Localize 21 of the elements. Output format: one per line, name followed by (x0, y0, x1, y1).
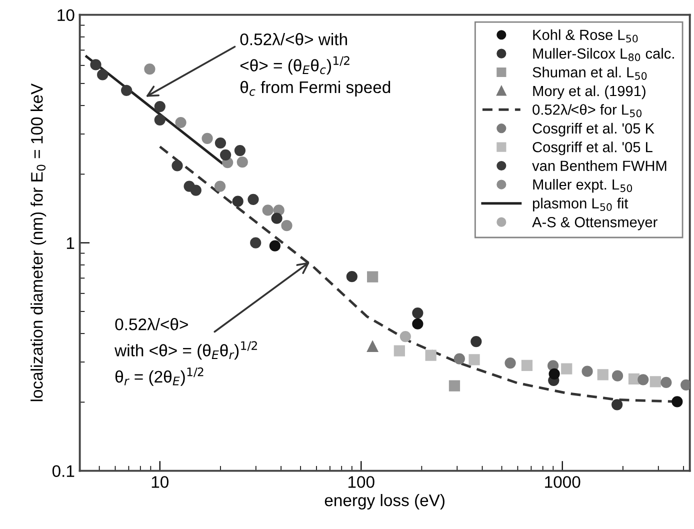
x-tick-label: 1000 (545, 476, 580, 488)
legend-label: Mory et al. (1991) (533, 85, 646, 100)
x-tick-label: 10 (152, 476, 169, 488)
legend-label: plasmon L$_{50}$ fit (532, 198, 628, 212)
legend-label: Cosgriff et al. '05 L (532, 142, 652, 156)
legend-label: Kohl & Rose L$_{50}$ (533, 29, 638, 42)
x-axis-title: energy loss (eV) (324, 494, 444, 510)
text: 0.52λ/<θ> with <θ> = (θ$_{E}$θ$_{r}$)$^{1/2}$ θ$_{r}$ = (2θ$_{E}$)$^{1/2}$ (114, 318, 257, 386)
legend-label: van Benthem FWHM (532, 160, 666, 171)
y-tick-label: 10 (58, 9, 74, 22)
legend-label: Muller expt. L$_{50}$ (533, 178, 632, 193)
y-tick-label: 0.1 (52, 465, 74, 478)
legend-label: A-S & Ottensmeyer (532, 216, 658, 230)
legend-label: 0.52λ/<θ> for L$_{50}$ (532, 104, 642, 118)
y-axis-title: localization diameter (nm) for E$_{0}$ = 100 keV (30, 83, 46, 402)
legend-label: Shuman et al. L$_{50}$ (532, 66, 647, 80)
legend-label: Cosgriff et al. '05 K (532, 122, 654, 136)
x-tick-label: 100 (348, 476, 374, 488)
legend-label: Muller-Silcox L$_{80}$ calc. (533, 48, 674, 62)
text: 0.52λ/<θ> with <θ> = (θ$_{E}$θ$_{c}$)$^{1/2}$ θ$_{c}$ from Fermi speed (240, 33, 390, 96)
y-tick-label: 1 (66, 237, 74, 249)
